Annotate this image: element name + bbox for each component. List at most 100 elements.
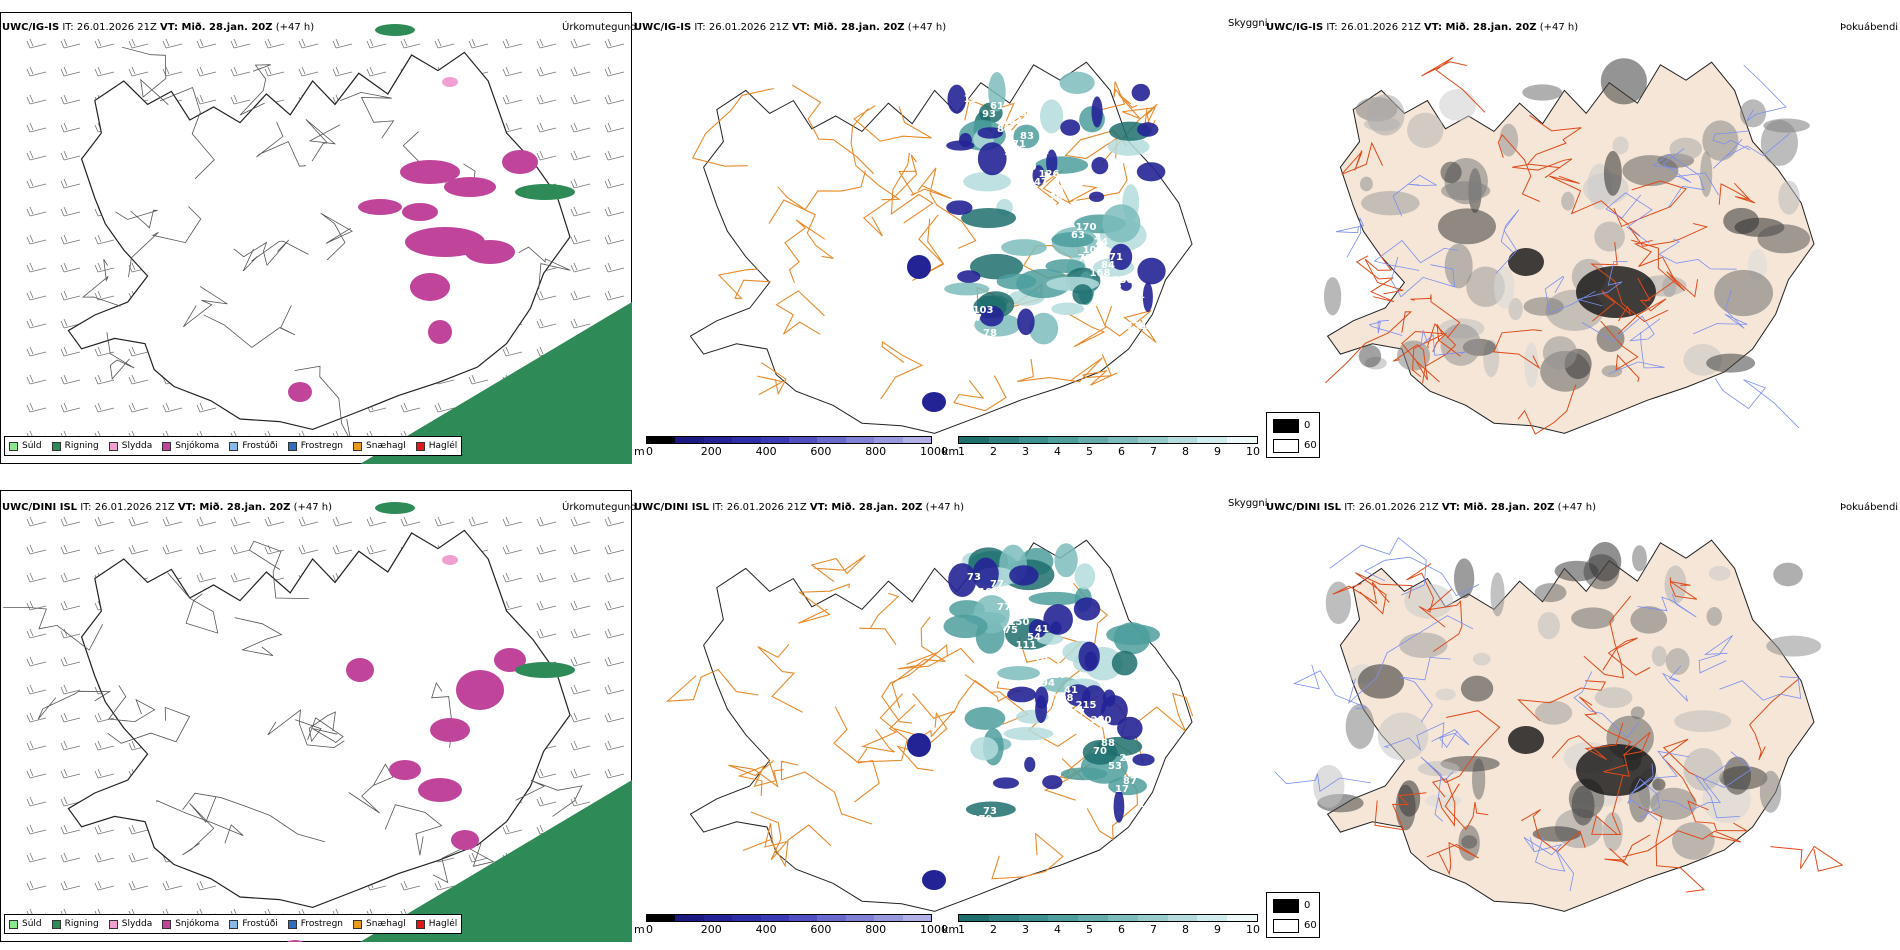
terrain-area <box>1137 122 1159 137</box>
altitude-scale-top: m 0 200 400 600 800 1000 <box>632 436 948 458</box>
road-line <box>159 86 215 179</box>
visibility-value-label: 87 <box>1027 154 1041 165</box>
wind-barb <box>26 262 47 273</box>
legend-swatch <box>108 919 118 929</box>
fog-index-area <box>1508 248 1544 276</box>
precip-legend-top: Súld Rigning Slydda Snjókoma Frostúði Frostre… <box>4 436 462 456</box>
fog-index-area <box>1508 726 1544 754</box>
fog-index-area <box>1435 688 1456 701</box>
header-cloud-bottom: UWC/DINI ISL IT: 26.01.2026 21Z VT: Mið.… <box>1266 502 1596 513</box>
wind-barb <box>536 122 557 133</box>
precip-map-bottom <box>0 490 632 942</box>
fog-index-area <box>1360 176 1373 192</box>
cloud-legend-bottom: 0 60 <box>1266 892 1320 938</box>
wind-barb <box>536 290 557 301</box>
road-line <box>1712 133 1790 169</box>
legend-swatch-high <box>1273 439 1299 453</box>
road-line <box>717 268 771 299</box>
road-line <box>775 290 825 335</box>
panel-title-cloud-bottom: Þokuábendi <box>1840 502 1899 513</box>
road-line <box>1590 242 1669 323</box>
wind-barb <box>60 852 81 863</box>
road-line <box>234 617 283 656</box>
fog-index-area <box>1706 607 1723 626</box>
wind-barb <box>26 656 47 667</box>
road-line <box>1355 255 1395 303</box>
wind-barb <box>94 712 115 723</box>
road-line <box>1274 771 1371 792</box>
legend-swatch <box>353 919 363 929</box>
wind-barb <box>26 150 47 161</box>
visibility-value-label: 138 <box>964 94 985 105</box>
road-line <box>384 804 443 856</box>
wind-barb <box>26 346 47 357</box>
snow-area <box>286 940 304 942</box>
wind-barb <box>26 572 47 583</box>
low-visibility-area <box>944 282 990 296</box>
low-visibility-area <box>1054 543 1078 578</box>
fog-index-area <box>1702 120 1739 161</box>
visibility-value-label: 88 <box>1101 738 1115 749</box>
wind-barb <box>26 796 47 807</box>
legend-item: Frostregn <box>287 919 343 929</box>
wind-barb <box>570 94 591 105</box>
fog-index-area <box>1439 89 1477 121</box>
wind-barb <box>502 94 523 105</box>
road-line <box>797 583 850 624</box>
panel-title-visibility-bottom: Skyggni <box>1228 498 1268 509</box>
fog-index-area <box>1630 606 1668 634</box>
wind-barb <box>26 206 47 217</box>
snow-area <box>451 830 479 850</box>
road-line <box>1628 223 1709 247</box>
low-visibility-area <box>1074 563 1096 590</box>
wind-barb <box>26 768 47 779</box>
fog-index-area <box>1652 778 1666 791</box>
visibility-value-label: 84 <box>1101 260 1115 271</box>
visibility-value-label: 196 <box>979 587 1000 598</box>
visibility-value-label: 27 <box>1042 647 1056 658</box>
low-visibility-area <box>997 666 1040 681</box>
visibility-value-label: 126 <box>1039 169 1060 180</box>
road-line <box>780 760 873 825</box>
fog-index-area <box>1576 266 1656 318</box>
wind-barb <box>604 262 625 273</box>
wind-barb <box>26 178 47 189</box>
terrain-area <box>1009 565 1039 586</box>
road-line <box>1535 836 1575 892</box>
panel-title-precip-bottom: Úrkomutegund <box>562 502 637 513</box>
road-line <box>242 240 309 272</box>
fog-index-area <box>1404 583 1454 619</box>
model-name: UWC/IG-IS <box>2 22 60 33</box>
fog-index-area <box>1523 297 1564 316</box>
legend-swatch <box>9 441 18 451</box>
wind-barb <box>536 318 557 329</box>
wind-barb <box>570 66 591 77</box>
road-line <box>1495 209 1520 274</box>
header-visibility-top: UWC/IG-IS IT: 26.01.2026 21Z VT: Mið. 28… <box>634 22 947 33</box>
scale-tick-label: 4 <box>1054 445 1061 458</box>
wind-barb <box>60 656 81 667</box>
wind-barb <box>604 684 625 695</box>
scale-swatch <box>647 437 676 443</box>
terrain-area <box>979 305 1004 327</box>
visibility-value-label: 2 <box>1120 753 1127 764</box>
fog-index-area <box>1603 150 1622 196</box>
scale-tick-label: 1 <box>958 923 965 936</box>
road-line <box>1420 756 1454 822</box>
scale-swatch <box>1227 915 1257 921</box>
fog-index-area <box>1361 190 1420 216</box>
wind-barb <box>536 628 557 639</box>
legend-label: Snæhagl <box>366 441 406 451</box>
legend-swatch <box>162 441 172 451</box>
scale-swatch <box>1018 437 1049 443</box>
wind-barb <box>60 94 81 105</box>
road-line <box>853 105 932 142</box>
wind-barb <box>162 402 183 413</box>
snow-area <box>410 273 450 301</box>
visibility-value-label: 168 <box>1090 268 1111 279</box>
visibility-value-label: 62 <box>968 791 982 802</box>
scale-tick-label: 7 <box>1150 923 1157 936</box>
road-line <box>1364 556 1480 597</box>
fog-index-area <box>1588 541 1622 582</box>
wind-barb <box>196 402 217 413</box>
